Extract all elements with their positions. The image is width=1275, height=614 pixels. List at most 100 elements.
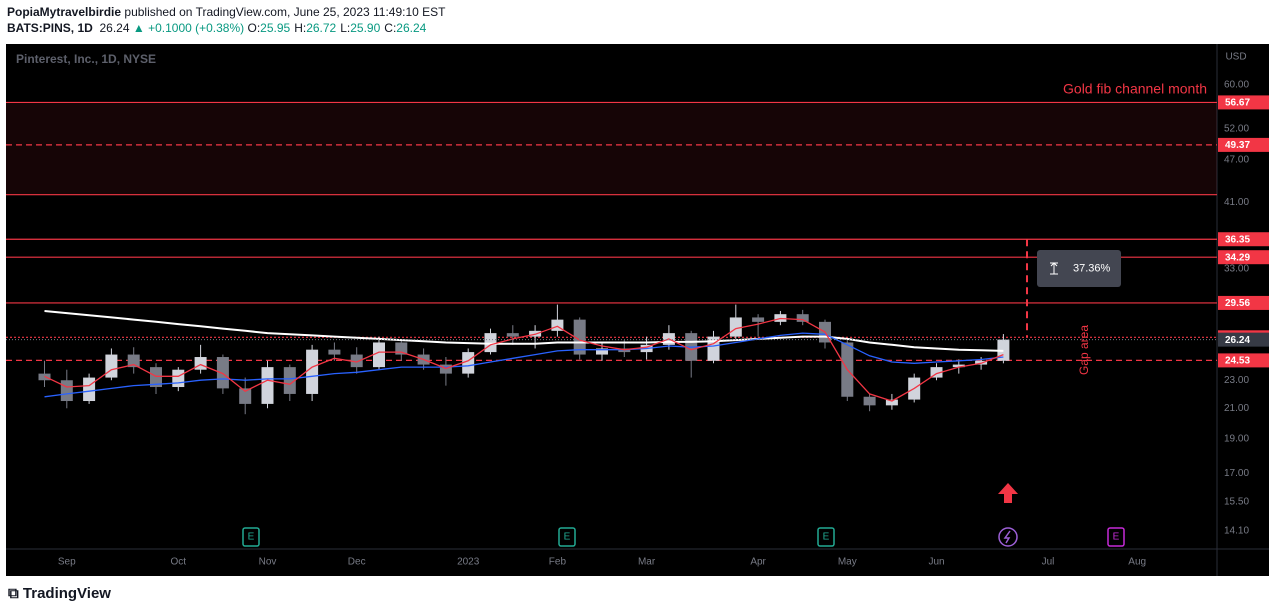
change: +0.1000 (+0.38%) [148, 21, 245, 35]
candle-body [60, 380, 73, 402]
candle-body [328, 349, 341, 355]
x-tick-label: Aug [1128, 557, 1146, 568]
y-tick-label: 47.00 [1224, 155, 1249, 166]
price: 26.24 [99, 21, 130, 35]
arrow: ▲ [132, 21, 145, 35]
y-tick-label: 60.00 [1224, 79, 1249, 90]
y-tick-label: 15.50 [1224, 496, 1249, 507]
x-tick-label: Apr [750, 557, 766, 568]
candle-body [83, 377, 96, 402]
svg-text:E: E [823, 532, 830, 543]
zone [6, 102, 1217, 195]
ohlc: O:25.95 H:26.72 L:25.90 C:26.24 [248, 21, 431, 35]
x-tick-label: Feb [549, 557, 567, 568]
level-label: 34.29 [1225, 252, 1250, 263]
x-tick-label: Dec [348, 557, 366, 568]
candle-body [863, 396, 876, 406]
level-label: 36.35 [1225, 234, 1250, 245]
candle-body [930, 367, 943, 378]
candle-body [551, 319, 564, 331]
y-tick-label: 17.00 [1224, 468, 1249, 479]
level-label-bg [1218, 295, 1269, 310]
x-tick-label: 2023 [457, 557, 480, 568]
ohlc-key: O: [247, 21, 261, 35]
currency: USD [1225, 52, 1246, 63]
legend-title: Pinterest, Inc., 1D, NYSE [16, 52, 156, 66]
earnings-icon [242, 527, 835, 547]
candle-body [439, 364, 452, 374]
ohlc-value: 25.95 [260, 21, 291, 35]
candle-body [172, 369, 185, 388]
last-price-bg [1218, 332, 1269, 347]
level-label-bg [1218, 232, 1269, 247]
y-tick-label: 14.10 [1224, 526, 1249, 537]
published: published on TradingView.com, June 25, 2… [124, 5, 446, 19]
measure-box [1037, 250, 1121, 287]
author: PopiaMytravelbirdie [7, 5, 122, 19]
level-label: 24.53 [1225, 356, 1250, 367]
annotation-gap: Gap area [1077, 325, 1091, 375]
split-bolt [1003, 530, 1011, 544]
earnings-letter: E [1113, 532, 1120, 543]
candle-body [127, 354, 140, 368]
candle-body [216, 357, 229, 389]
x-tick-label: Sep [58, 557, 76, 568]
measure-icon [1050, 262, 1058, 275]
level-label-bg [1218, 353, 1269, 368]
y-tick-label: 21.00 [1224, 403, 1249, 414]
x-tick-label: Mar [638, 557, 656, 568]
measure-label: 37.36% [1073, 262, 1111, 274]
header: PopiaMytravelbirdie published on Trading… [7, 4, 446, 36]
y-tick-label: 41.00 [1224, 197, 1249, 208]
ohlc-key: L: [340, 21, 351, 35]
candle-body [373, 342, 385, 368]
y-tick-label: 52.00 [1224, 124, 1249, 135]
svg-text:E: E [248, 532, 255, 543]
candle-body [752, 317, 765, 322]
ohlc-value: 26.24 [396, 21, 427, 35]
x-tick-label: Jul [1042, 557, 1055, 568]
x-tick-label: Nov [259, 557, 277, 568]
candle-body [194, 357, 207, 370]
symbol: BATS:PINS, 1D [7, 21, 93, 35]
candle-body [306, 349, 319, 394]
candle-body [506, 333, 519, 337]
y-tick-label: 33.00 [1224, 264, 1249, 275]
last-price-label: 26.24 [1225, 335, 1250, 346]
ohlc-key: H: [294, 21, 307, 35]
candle-body [952, 364, 965, 368]
y-tick-label: 23.00 [1224, 375, 1249, 386]
level-label: 49.37 [1225, 140, 1250, 151]
level-label-bg [1218, 95, 1269, 110]
candle-body [885, 399, 898, 406]
x-tick-label: Jun [928, 557, 944, 568]
moving-average [44, 310, 1004, 352]
x-tick-label: May [838, 557, 857, 568]
candle-body [796, 314, 809, 322]
candle-body [596, 348, 608, 355]
candle-body [707, 336, 720, 361]
candle-body [150, 367, 162, 388]
moving-average [44, 332, 1004, 398]
level-label: 29.56 [1225, 298, 1250, 309]
chart: Pinterest, Inc., 1D, NYSE USD E E E E 60.0… [6, 44, 1269, 576]
split-icon [998, 527, 1018, 547]
svg-text:E: E [564, 532, 571, 543]
footer: ⧉ TradingView [8, 585, 111, 602]
candle-body [350, 354, 363, 368]
moving-average [44, 317, 1004, 402]
x-tick-label: Oct [171, 557, 187, 568]
ohlc-value: 25.90 [350, 21, 381, 35]
ohlc-value: 26.72 [306, 21, 337, 35]
arrow-up [998, 483, 1018, 503]
candle-body [239, 388, 252, 404]
candle-body [261, 367, 274, 404]
candle-body [105, 354, 118, 378]
level-label: 56.67 [1225, 98, 1250, 109]
annotation-title: Gold fib channel month [1063, 81, 1207, 97]
candle-body [283, 367, 296, 394]
candle-body [729, 317, 742, 337]
candle-body [573, 319, 586, 355]
